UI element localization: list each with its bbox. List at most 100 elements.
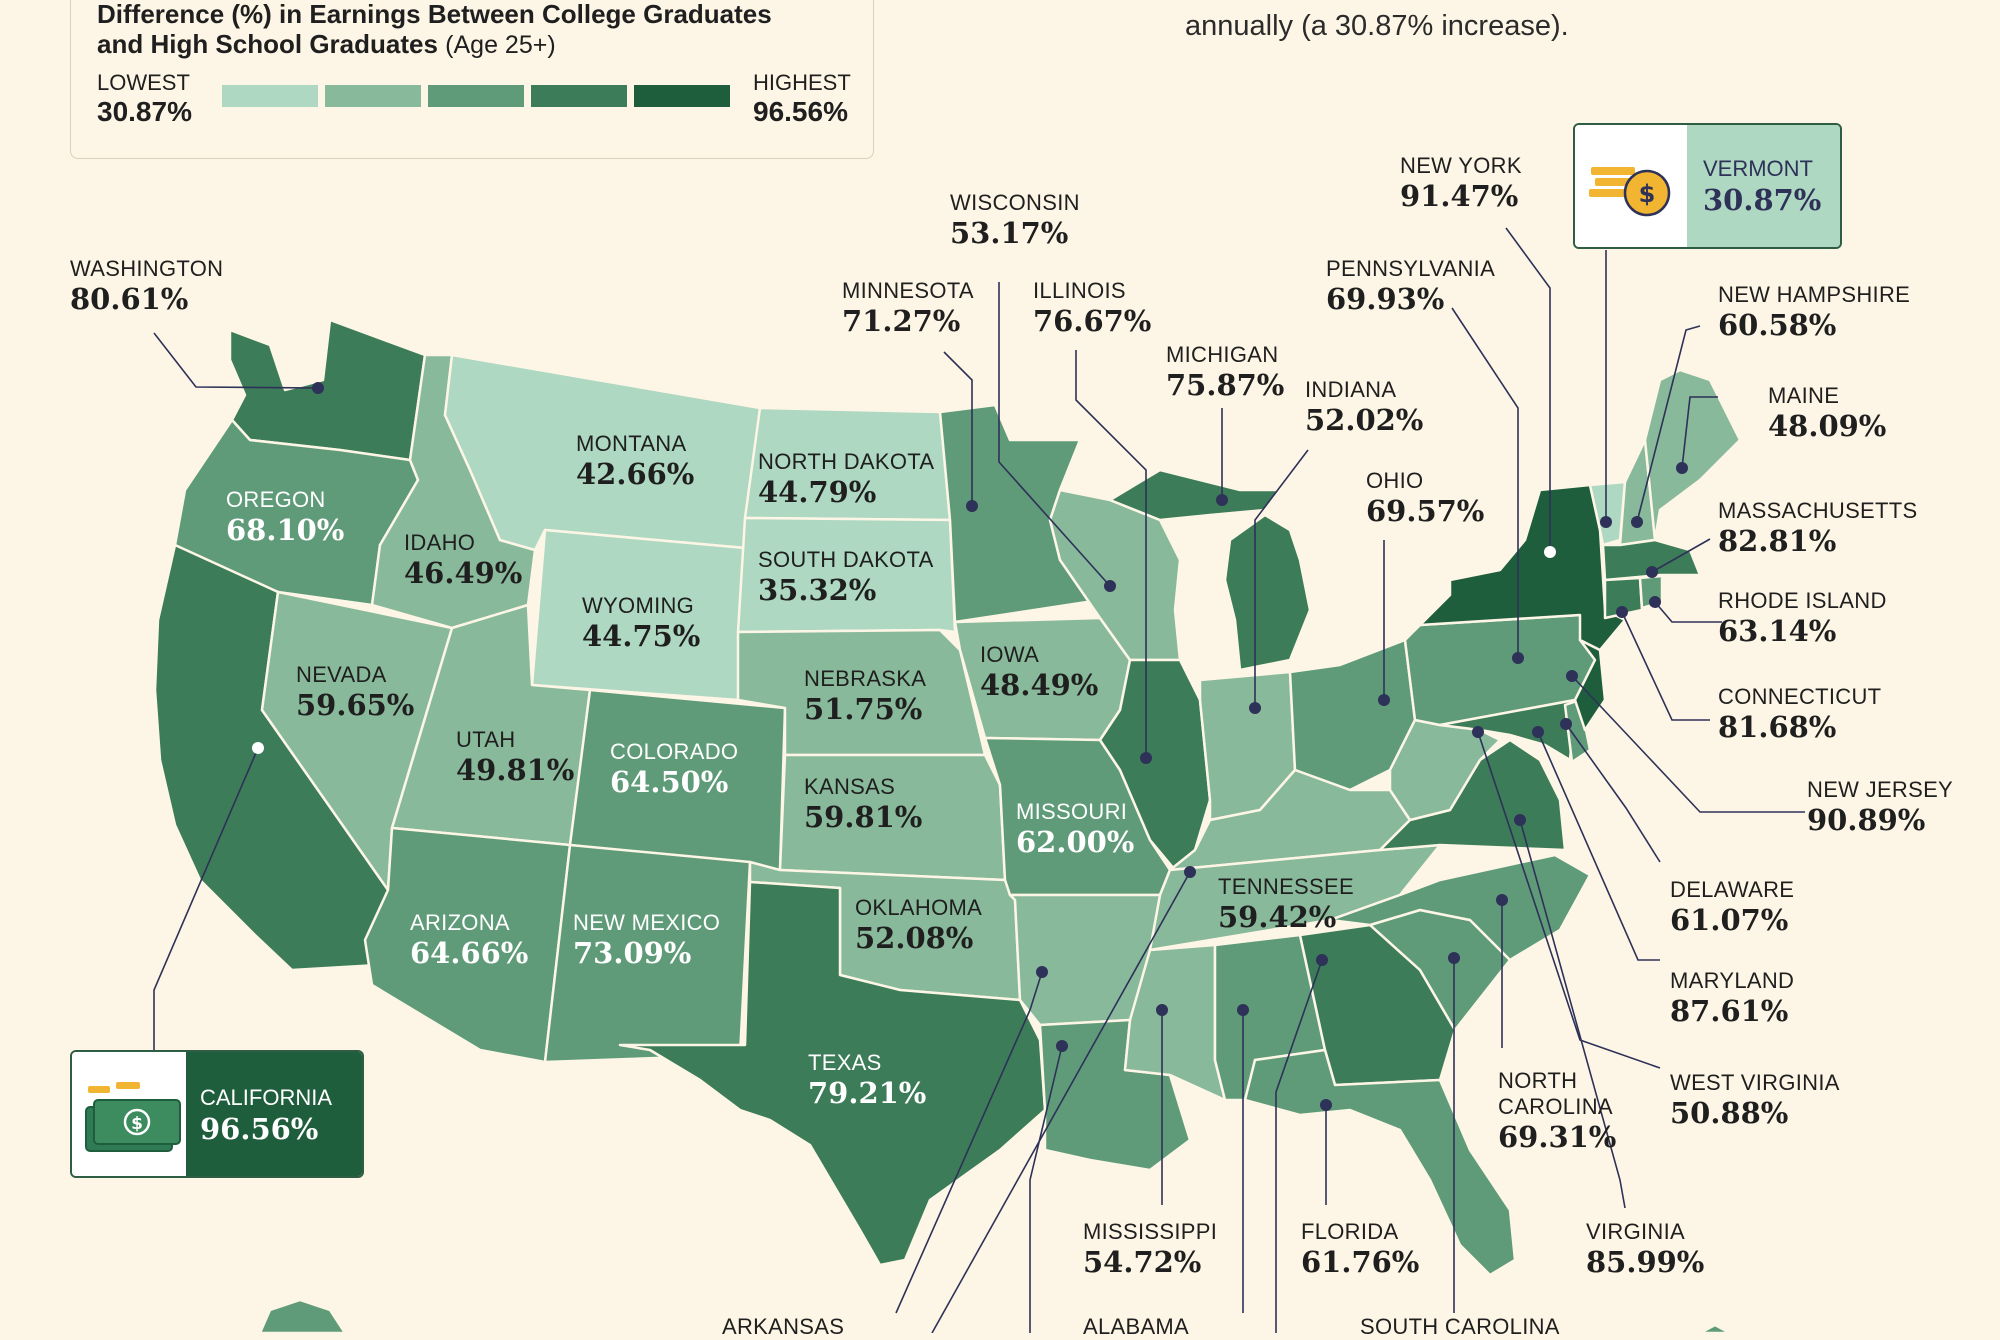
dot-louisiana: [1056, 1040, 1068, 1052]
label-ohio-value: 69.57%: [1366, 494, 1485, 528]
label-new-york-name: NEW YORK: [1400, 153, 1522, 178]
label-south-dakota-value: 35.32%: [758, 573, 877, 607]
leader-wisconsin: [998, 282, 1111, 587]
label-indiana: INDIANA 52.02%: [1305, 377, 1423, 437]
label-wisconsin: WISCONSIN 53.17%: [950, 190, 1080, 250]
state-michigan-lower: [1223, 513, 1312, 672]
legend-low-value: 30.87%: [97, 96, 192, 127]
legend: Difference (%) in Earnings Between Colle…: [70, 0, 874, 159]
label-new-mexico-name: NEW MEXICO: [573, 910, 721, 935]
label-wisconsin-name: WISCONSIN: [950, 190, 1080, 215]
label-nebraska: NEBRASKA 51.75%: [804, 666, 926, 726]
legend-swatch-3: [428, 85, 524, 107]
dot-illinois: [1140, 752, 1152, 764]
dot-indiana: [1249, 702, 1261, 714]
dot-alabama: [1237, 1004, 1249, 1016]
legend-high-label: HIGHEST: [753, 70, 851, 95]
label-wisconsin-value: 53.17%: [950, 216, 1069, 250]
callout-california-panel: CALIFORNIA 96.56%: [186, 1052, 362, 1176]
label-pennsylvania-name: PENNSYLVANIA: [1326, 256, 1496, 281]
label-iowa-name: IOWA: [980, 642, 1040, 667]
label-colorado: COLORADO 64.50%: [610, 739, 738, 799]
leader-pennsylvania: [1451, 307, 1519, 658]
label-oregon-value: 68.10%: [226, 513, 345, 547]
label-rhode-island-name: RHODE ISLAND: [1718, 588, 1887, 613]
leader-louisiana: [1029, 1045, 1063, 1333]
label-alabama-name: ALABAMA: [1083, 1314, 1190, 1339]
label-maine: MAINE 48.09%: [1768, 383, 1886, 443]
label-virginia: VIRGINIA 85.99%: [1586, 1219, 1704, 1279]
leader-new-york: [1505, 227, 1551, 552]
label-minnesota-name: MINNESOTA: [842, 278, 974, 303]
state-maine: [1643, 368, 1742, 542]
label-wyoming: WYOMING 44.75%: [582, 593, 700, 653]
dot-new-york: [1544, 546, 1556, 558]
leader-maryland: [1537, 731, 1660, 961]
label-connecticut-name: CONNECTICUT: [1718, 684, 1882, 709]
label-connecticut: CONNECTICUT 81.68%: [1718, 684, 1881, 744]
label-illinois-value: 76.67%: [1033, 304, 1152, 338]
label-kansas: KANSAS 59.81%: [804, 774, 922, 834]
label-idaho: IDAHO 46.49%: [404, 530, 522, 590]
state-alaska-partial: [258, 1298, 347, 1333]
label-texas-name: TEXAS: [808, 1050, 882, 1075]
label-utah-value: 49.81%: [456, 753, 575, 787]
label-kansas-name: KANSAS: [804, 774, 896, 799]
dot-washington: [312, 382, 324, 394]
legend-high-value: 96.56%: [753, 96, 848, 127]
leader-virginia: [1519, 819, 1626, 1209]
leader-illinois: [1075, 350, 1147, 758]
label-north-carolina: NORTH CAROLINA 69.31%: [1498, 1068, 1616, 1154]
label-massachusetts-name: MASSACHUSETTS: [1718, 498, 1918, 523]
label-massachusetts: MASSACHUSETTS 82.81%: [1718, 498, 1917, 558]
label-connecticut-value: 81.68%: [1718, 710, 1837, 744]
label-minnesota: MINNESOTA 71.27%: [842, 278, 974, 338]
label-new-hampshire-value: 60.58%: [1718, 308, 1837, 342]
label-illinois: ILLINOIS 76.67%: [1033, 278, 1151, 338]
dot-connecticut: [1616, 606, 1628, 618]
leader-georgia: [1275, 959, 1323, 1333]
dot-maine: [1676, 462, 1688, 474]
label-south-carolina-name: SOUTH CAROLINA: [1360, 1314, 1560, 1339]
svg-text:$: $: [1639, 180, 1656, 208]
label-massachusetts-value: 82.81%: [1718, 524, 1837, 558]
state-connecticut: [1603, 576, 1644, 620]
leader-new-hampshire: [1636, 325, 1701, 523]
label-idaho-name: IDAHO: [404, 530, 476, 555]
label-indiana-value: 52.02%: [1305, 403, 1424, 437]
label-oregon: OREGON 68.10%: [226, 487, 344, 547]
coin-stack-icon: $: [1575, 125, 1687, 247]
dot-pennsylvania: [1512, 652, 1524, 664]
label-utah: UTAH 49.81%: [456, 727, 574, 787]
label-north-dakota-name: NORTH DAKOTA: [758, 449, 935, 474]
leader-rhode-island: [1654, 601, 1722, 623]
legend-lowest: LOWEST 30.87%: [97, 70, 192, 128]
label-oklahoma-name: OKLAHOMA: [855, 895, 983, 920]
label-maine-value: 48.09%: [1768, 409, 1887, 443]
label-wyoming-value: 44.75%: [582, 619, 701, 653]
label-north-carolina-name1: NORTH: [1498, 1068, 1578, 1093]
leader-new-jersey: [1571, 675, 1805, 813]
state-tennessee: [1148, 843, 1442, 952]
label-oklahoma-value: 52.08%: [855, 921, 974, 955]
leader-tennessee: [931, 871, 1191, 1333]
label-maryland-name: MARYLAND: [1670, 968, 1795, 993]
label-missouri-value: 62.00%: [1016, 825, 1135, 859]
label-missouri-name: MISSOURI: [1016, 799, 1128, 824]
label-maryland-value: 87.61%: [1670, 994, 1789, 1028]
label-delaware-value: 61.07%: [1670, 903, 1789, 937]
state-michigan-upper: [1108, 468, 1282, 522]
leader-arkansas: [895, 971, 1043, 1314]
callout-california: $ CALIFORNIA 96.56%: [70, 1050, 364, 1178]
state-texas: [618, 880, 1047, 1267]
legend-title-line1: Difference (%) in Earnings Between Colle…: [97, 0, 772, 29]
dot-north-carolina: [1496, 894, 1508, 906]
legend-swatch-5: [634, 85, 730, 107]
label-idaho-value: 46.49%: [404, 556, 523, 590]
label-illinois-name: ILLINOIS: [1033, 278, 1126, 303]
dot-florida: [1320, 1099, 1332, 1111]
label-delaware: DELAWARE 61.07%: [1670, 877, 1794, 937]
label-colorado-value: 64.50%: [610, 765, 729, 799]
label-kansas-value: 59.81%: [804, 800, 923, 834]
